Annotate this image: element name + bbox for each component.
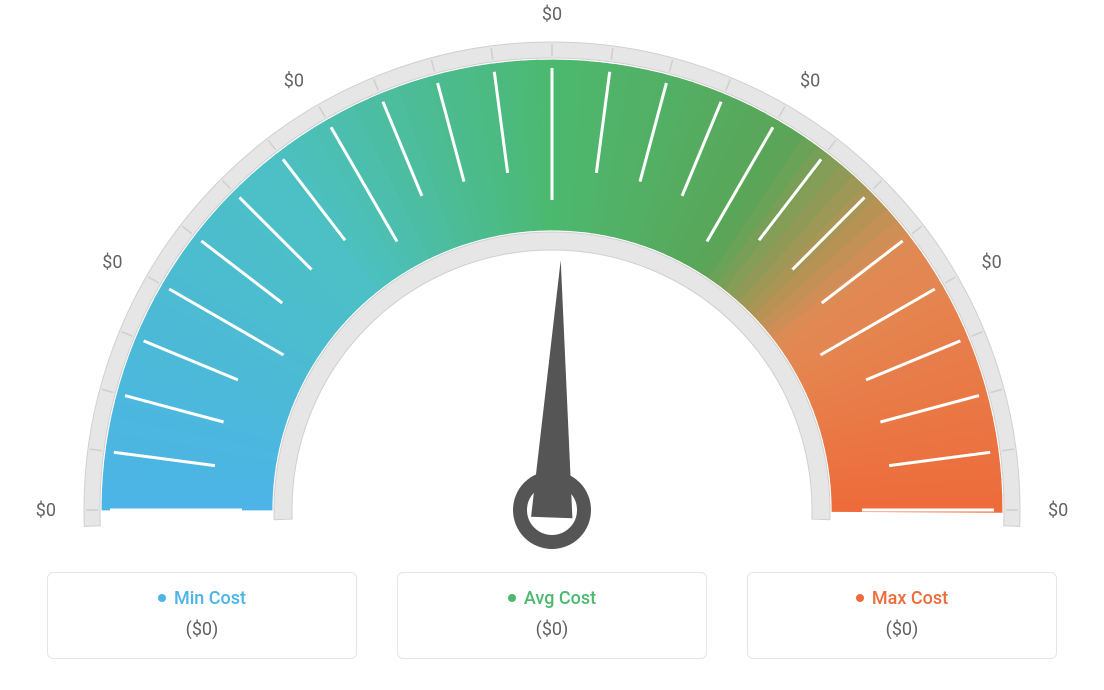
gauge-tick-label: $0 [982, 252, 1002, 273]
legend-value-max: ($0) [766, 619, 1038, 640]
legend-card-min: Min Cost ($0) [47, 572, 357, 659]
legend-value-min: ($0) [66, 619, 338, 640]
legend-label-text: Max Cost [872, 588, 948, 609]
legend-label-text: Min Cost [174, 588, 246, 609]
legend-value-avg: ($0) [416, 619, 688, 640]
gauge-svg: $0 $0 $0 $0 $0 $0 $0 [0, 0, 1104, 560]
legend-card-max: Max Cost ($0) [747, 572, 1057, 659]
legend-label-max: Max Cost [856, 588, 948, 609]
gauge-tick-label: $0 [284, 70, 304, 91]
gauge-tick-label: $0 [542, 4, 562, 25]
cost-gauge-chart: $0 $0 $0 $0 $0 $0 $0 Min Cost ($0) Avg Cost ($… [0, 0, 1104, 690]
gauge-tick-label: $0 [800, 70, 820, 91]
legend-card-avg: Avg Cost ($0) [397, 572, 707, 659]
gauge-tick-label: $0 [36, 500, 56, 521]
legend-dot-min [158, 594, 166, 602]
gauge-tick-label: $0 [1048, 500, 1068, 521]
legend-dot-max [856, 594, 864, 602]
gauge-tick-label: $0 [102, 252, 122, 273]
gauge-needle [520, 260, 584, 542]
legend-label-avg: Avg Cost [508, 588, 596, 609]
gauge-svg-wrap: $0 $0 $0 $0 $0 $0 $0 [0, 0, 1104, 560]
legend-dot-avg [508, 594, 516, 602]
legend-row: Min Cost ($0) Avg Cost ($0) Max Cost ($0… [0, 572, 1104, 659]
legend-label-text: Avg Cost [524, 588, 596, 609]
legend-label-min: Min Cost [158, 588, 246, 609]
